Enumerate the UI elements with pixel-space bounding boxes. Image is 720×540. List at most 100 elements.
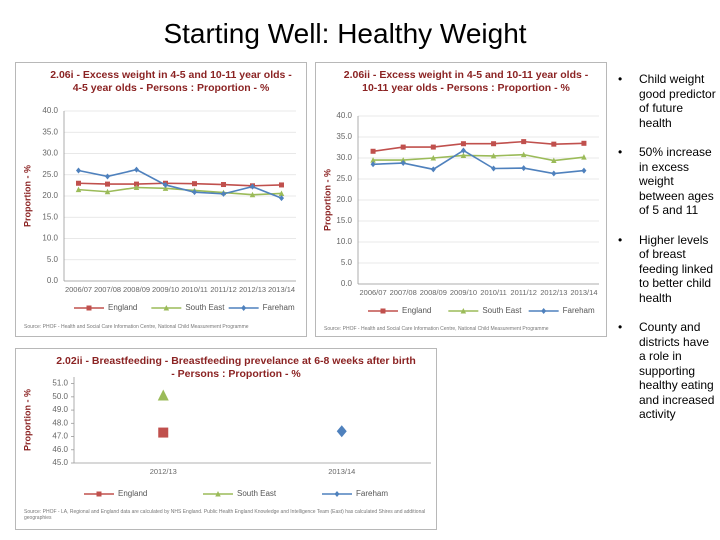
marker — [76, 167, 81, 174]
marker — [491, 165, 497, 172]
x-tick-label: 2008/09 — [123, 285, 150, 294]
bullet: 50% increase in excess weight between ag… — [616, 145, 716, 218]
marker — [134, 181, 139, 187]
chart-source: Source: PHOF - LA, Regional and England … — [24, 509, 426, 521]
marker — [104, 188, 111, 195]
x-tick-label: 2013/14 — [328, 467, 355, 476]
legend-label: South East — [185, 303, 225, 312]
marker — [520, 151, 527, 158]
x-tick-label: 2012/13 — [150, 467, 177, 476]
y-tick-label: 20.0 — [336, 195, 352, 204]
marker — [96, 491, 102, 497]
marker — [75, 186, 82, 193]
series-line — [78, 182, 282, 187]
marker — [460, 141, 466, 147]
marker — [105, 173, 110, 180]
marker — [460, 152, 467, 158]
x-tick-label: 2013/14 — [570, 288, 597, 297]
y-tick-label: 5.0 — [341, 258, 353, 267]
y-tick-label: 47.0 — [52, 432, 68, 441]
marker — [430, 144, 436, 150]
marker — [162, 185, 169, 191]
x-tick-label: 2008/09 — [420, 288, 447, 297]
legend-label: South East — [482, 306, 522, 315]
marker — [581, 140, 587, 146]
y-tick-label: 35.0 — [336, 132, 352, 141]
series-line — [78, 168, 282, 199]
marker — [76, 180, 81, 186]
marker — [521, 139, 527, 145]
y-tick-label: 51.0 — [52, 379, 68, 388]
slide-title: Starting Well: Healthy Weight — [163, 18, 527, 49]
marker — [192, 181, 197, 187]
marker — [336, 425, 347, 438]
marker — [490, 152, 497, 159]
chart-title: 2.02ii - Breastfeeding - Breastfeeding p… — [56, 355, 416, 380]
marker — [541, 308, 547, 314]
series-line — [373, 149, 585, 175]
bullet: County and districts have a role in supp… — [616, 320, 716, 422]
legend-label: England — [402, 306, 431, 315]
marker — [86, 305, 92, 311]
x-tick-label: 2010/11 — [181, 285, 208, 294]
chart-source: Source: PHOF - Health and Social Care In… — [24, 324, 249, 330]
x-tick-label: 2007/08 — [94, 285, 121, 294]
marker — [221, 190, 226, 197]
bullet: Child weight good predictor of future he… — [616, 72, 716, 130]
marker — [133, 184, 140, 190]
y-tick-label: 20.0 — [42, 191, 58, 200]
marker — [158, 427, 169, 438]
marker — [551, 157, 557, 164]
marker — [551, 141, 557, 147]
marker — [105, 181, 110, 187]
chart-title: 2.06i - Excess weight in 4-5 and 10-11 y… — [50, 69, 292, 94]
y-tick-label: 5.0 — [47, 255, 59, 264]
marker — [400, 160, 406, 167]
y-axis-label: Proportion - % — [322, 169, 332, 231]
y-tick-label: 50.0 — [52, 392, 68, 401]
chart-panel: 2.02ii - Breastfeeding - Breastfeeding p… — [15, 348, 437, 530]
legend-label: Fareham — [263, 303, 295, 312]
chart-panel: 2.06i - Excess weight in 4-5 and 10-11 y… — [15, 62, 307, 337]
marker — [551, 170, 557, 177]
marker — [380, 308, 386, 314]
y-tick-label: 48.0 — [52, 418, 68, 427]
marker — [460, 308, 467, 314]
marker — [249, 191, 256, 198]
chart: 45.0 46.0 47.0 48.0 49.0 50.0 51.0 Proportion -… — [22, 377, 431, 498]
x-tick-label: 2006/07 — [360, 288, 387, 297]
marker — [279, 182, 284, 188]
series-line — [373, 153, 585, 162]
x-tick-label: 2010/11 — [480, 288, 507, 297]
marker — [581, 167, 587, 174]
marker — [221, 182, 226, 188]
x-tick-label: 2009/10 — [152, 285, 179, 294]
series-line — [78, 186, 282, 196]
marker — [192, 189, 197, 196]
y-tick-label: 25.0 — [336, 174, 352, 183]
marker — [460, 147, 466, 154]
y-tick-label: 46.0 — [52, 445, 68, 454]
marker — [430, 155, 437, 161]
bullet: Higher levels of breast feeding linked t… — [616, 233, 716, 306]
chart-title: 2.06ii - Excess weight in 4-5 and 10-11 … — [343, 69, 589, 94]
marker — [430, 166, 436, 173]
marker — [215, 491, 221, 497]
y-tick-label: 15.0 — [42, 212, 58, 221]
marker — [370, 161, 376, 168]
x-tick-label: 2012/13 — [239, 285, 266, 294]
y-tick-label: 10.0 — [42, 234, 58, 243]
y-tick-label: 0.0 — [341, 279, 353, 288]
marker — [370, 148, 376, 154]
y-tick-label: 35.0 — [42, 127, 58, 136]
legend-label: Fareham — [563, 306, 595, 315]
x-tick-label: 2009/10 — [450, 288, 477, 297]
series-line — [372, 140, 584, 153]
marker — [400, 144, 406, 150]
x-tick-label: 2006/07 — [65, 285, 92, 294]
marker — [163, 181, 168, 188]
y-tick-label: 49.0 — [52, 405, 68, 414]
marker — [250, 183, 255, 190]
marker — [370, 157, 376, 163]
